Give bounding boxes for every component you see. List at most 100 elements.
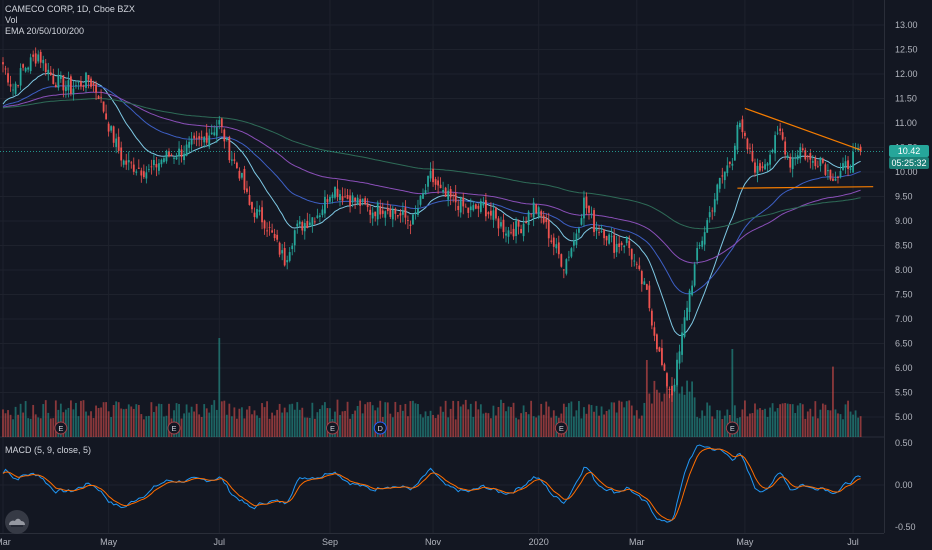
- candle-body: [598, 232, 600, 234]
- volume-bar: [472, 416, 475, 437]
- candle-body: [515, 220, 517, 237]
- earnings-marker-icon[interactable]: [554, 421, 568, 435]
- volume-bar: [95, 405, 97, 437]
- candle-body: [85, 72, 87, 88]
- volume-bar: [364, 404, 367, 437]
- volume-bar: [321, 405, 324, 437]
- candle-body: [464, 206, 467, 208]
- tradingview-logo-icon[interactable]: [5, 510, 29, 534]
- volume-bar: [490, 418, 492, 437]
- volume-bar: [439, 406, 442, 437]
- earnings-marker-icon[interactable]: [325, 421, 339, 435]
- volume-bar: [437, 414, 439, 437]
- volume-bar: [9, 414, 12, 437]
- earnings-marker-icon[interactable]: [54, 421, 68, 435]
- candle-body: [497, 218, 500, 229]
- candle-body: [676, 359, 678, 385]
- volume-bar: [462, 404, 465, 437]
- dividend-marker-icon[interactable]: [373, 421, 387, 435]
- candles: [2, 47, 862, 402]
- volume-bar: [339, 415, 341, 437]
- candle-body: [19, 68, 22, 86]
- candle-body: [738, 122, 741, 128]
- volume-bar: [650, 403, 653, 437]
- candle-body: [490, 210, 492, 216]
- candle-body: [404, 207, 407, 218]
- candle-body: [198, 136, 201, 139]
- volume-bar: [246, 409, 248, 437]
- volume-bar: [671, 394, 673, 437]
- candle-body: [155, 163, 158, 168]
- time-tick-label: Nov: [425, 537, 442, 547]
- volume-bar: [776, 408, 779, 437]
- candle-body: [671, 385, 673, 396]
- trendline[interactable]: [737, 186, 874, 189]
- price-tick-label: 11.00: [895, 118, 917, 128]
- price-tick-label: 7.50: [895, 290, 913, 300]
- candle-body: [761, 166, 764, 169]
- volume-bar: [253, 410, 256, 437]
- volume-bar: [371, 405, 374, 437]
- volume-bar: [175, 403, 178, 437]
- candle-body: [786, 155, 789, 158]
- volume-bar: [487, 413, 490, 437]
- volume-bar: [661, 401, 663, 437]
- candle-body: [235, 162, 238, 169]
- candle-body: [110, 126, 113, 131]
- time-axis[interactable]: Mar May Jul Sep Nov 2020 Mar May Jul: [0, 537, 859, 547]
- volume-bar: [683, 394, 686, 437]
- price-tick-label: 5.00: [895, 412, 913, 422]
- candle-body: [185, 144, 188, 156]
- volume-bar: [741, 409, 744, 437]
- volume-bar: [168, 403, 170, 437]
- volume-bar: [598, 415, 600, 437]
- volume-bar: [474, 401, 477, 437]
- volume-bar: [623, 407, 626, 437]
- candle-body: [140, 170, 143, 176]
- volume-bar: [857, 417, 859, 437]
- trendline[interactable]: [744, 107, 861, 151]
- volume-bar: [203, 404, 206, 437]
- candle-body: [87, 74, 90, 80]
- volume-bar: [791, 404, 794, 437]
- candle-body: [776, 132, 779, 134]
- volume-bar: [188, 412, 191, 437]
- candle-body: [102, 101, 105, 112]
- price-axis[interactable]: 5.00 5.50 6.00 6.50 7.00 7.50 8.00 8.50 9.00 9.50…: [895, 20, 918, 422]
- ema-50-line: [2, 84, 861, 295]
- candle-body: [799, 147, 802, 159]
- earnings-marker-icon[interactable]: [725, 421, 739, 435]
- volume-bar: [303, 417, 306, 437]
- legend-volume: Vol: [5, 15, 18, 25]
- price-tick-label: 6.00: [895, 363, 913, 373]
- candle-body: [22, 64, 25, 68]
- volume-bar: [359, 400, 362, 437]
- volume-bar: [575, 410, 578, 437]
- volume-bar: [859, 416, 862, 437]
- volume-bar: [70, 400, 72, 437]
- legend-macd: MACD (5, 9, close, 5): [5, 445, 92, 455]
- volume-bar: [150, 402, 153, 437]
- candle-body: [698, 245, 701, 247]
- candle-body: [70, 76, 72, 94]
- earnings-marker-icon[interactable]: [167, 421, 181, 435]
- volume-bar: [796, 405, 799, 437]
- candle-body: [696, 248, 699, 261]
- volume-bar: [417, 404, 419, 437]
- candle-body: [789, 156, 792, 168]
- time-tick-label: May: [736, 537, 754, 547]
- volume-bar: [178, 404, 180, 437]
- volume-bar: [547, 406, 550, 437]
- volume-bar: [374, 410, 377, 437]
- volume-bar: [718, 410, 721, 437]
- volume-bar: [412, 400, 414, 437]
- candle-body: [527, 211, 530, 226]
- candle-body: [530, 213, 533, 215]
- volume-bar: [268, 418, 271, 437]
- candle-body: [329, 196, 331, 202]
- candle-body: [107, 123, 110, 132]
- volume-bar: [520, 413, 522, 437]
- volume-bar: [698, 418, 701, 437]
